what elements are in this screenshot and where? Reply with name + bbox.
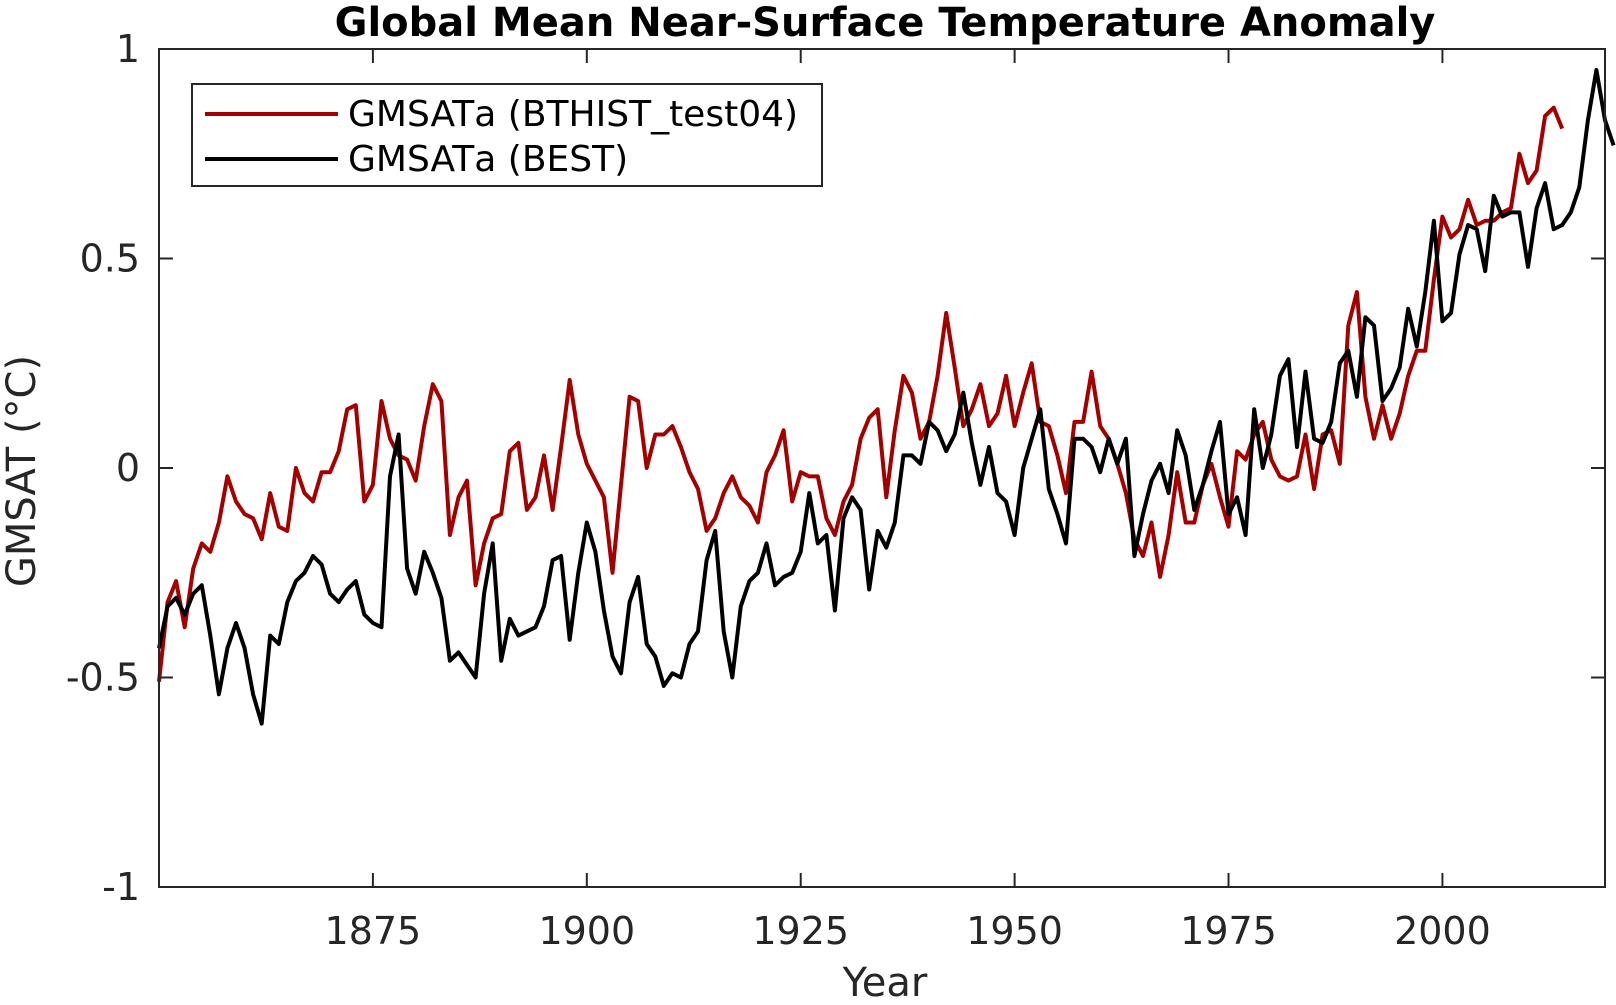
legend-label-bthist: GMSATа (BTHIST_test04) [348,94,798,135]
x-tick-label-1900: 1900 [538,909,635,953]
x-tick-label-2000: 2000 [1394,909,1491,953]
x-tick-label-1875: 1875 [325,909,422,953]
chart-title: Global Mean Near-Surface Temperature Ano… [335,0,1436,46]
plot-lines [157,68,1616,726]
y-tick-label-4: 1 [116,27,140,71]
y-axis-label: GMSAT (°C) [0,355,45,587]
x-tick-label-1950: 1950 [966,909,1063,953]
axis-ticks [159,48,1605,888]
axis-tick-labels: 1875 1900 1925 1950 1975 2000 -1 -0.5 0 0.5 1 [66,27,1491,953]
y-tick-label-2: 0 [116,446,140,490]
x-tick-label-1925: 1925 [752,909,849,953]
y-tick-label-1: -0.5 [66,656,140,700]
series-line-1 [157,68,1616,726]
x-tick-label-1975: 1975 [1180,909,1277,953]
y-tick-label-0: -1 [102,865,140,909]
x-axis-label: Year [842,960,928,1005]
y-tick-label-3: 0.5 [80,237,140,281]
legend-box [191,83,823,187]
legend-label-best: GMSATа (BEST) [348,139,628,180]
legend: GMSATа (BTHIST_test04) GMSATа (BEST) [191,83,823,187]
